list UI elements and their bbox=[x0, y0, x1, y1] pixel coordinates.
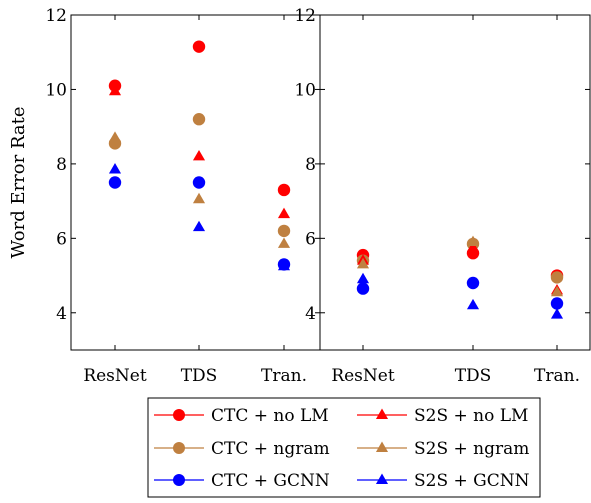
y-tick-label: 12 bbox=[45, 6, 67, 26]
legend-label: S2S + no LM bbox=[414, 406, 528, 426]
legend-entry-ctc-gcnn: CTC + GCNN bbox=[154, 471, 330, 491]
point-s2s-gcnn-tran bbox=[550, 308, 564, 319]
point-s2s-ngram-tds bbox=[192, 192, 206, 204]
panel-2: 4 6 8 10 12 ResNet TDS Tran. bbox=[294, 6, 591, 386]
panel-1: 4 6 8 10 12 ResNet TDS Tran. Word Error Rate bbox=[8, 6, 321, 386]
legend: CTC + no LM S2S + no LM CTC + ngram S2S + n… bbox=[147, 397, 541, 498]
legend-marker-circle bbox=[173, 409, 185, 421]
y-tick-label: 4 bbox=[56, 304, 67, 324]
x-tick-label-tds: TDS bbox=[455, 366, 492, 386]
legend-entry-s2s-gcnn: S2S + GCNN bbox=[357, 471, 530, 491]
legend-marker-circle bbox=[173, 442, 185, 454]
legend-marker-triangle bbox=[375, 408, 389, 419]
point-s2s-no-lm-tds bbox=[466, 241, 480, 252]
point-s2s-ngram-resnet bbox=[356, 257, 370, 269]
y-tick-label: 6 bbox=[56, 229, 67, 249]
point-ctc-gcnn-resnet bbox=[108, 176, 122, 189]
point-ctc-no-lm-tds bbox=[192, 40, 206, 53]
point-s2s-gcnn-tds bbox=[466, 298, 480, 310]
point-s2s-ngram-tran bbox=[550, 285, 564, 297]
x-tick-label-resnet: ResNet bbox=[83, 366, 147, 386]
legend-box bbox=[147, 397, 541, 498]
legend-entry-ctc-ngram: CTC + ngram bbox=[154, 439, 330, 459]
point-s2s-no-lm-tran bbox=[277, 207, 291, 219]
point-s2s-gcnn-tds bbox=[192, 220, 206, 232]
y-tick-label: 10 bbox=[294, 80, 316, 100]
x-tick-label-resnet: ResNet bbox=[331, 366, 395, 386]
y-tick-label: 8 bbox=[305, 155, 316, 175]
legend-label: CTC + GCNN bbox=[211, 471, 330, 491]
y-tick-label: 10 bbox=[45, 80, 67, 100]
legend-entry-ctc-no-lm: CTC + no LM bbox=[154, 406, 329, 426]
y-tick-label: 12 bbox=[294, 6, 316, 26]
point-ctc-gcnn-resnet bbox=[356, 282, 370, 295]
point-ctc-ngram-tds bbox=[192, 113, 206, 126]
point-ctc-no-lm-tran bbox=[277, 183, 291, 197]
legend-marker-circle bbox=[173, 474, 185, 486]
legend-entry-s2s-no-lm: S2S + no LM bbox=[357, 406, 528, 426]
point-ctc-gcnn-tran bbox=[550, 297, 564, 310]
legend-label: S2S + ngram bbox=[414, 439, 529, 459]
plot-frame bbox=[319, 14, 591, 351]
point-s2s-gcnn-resnet bbox=[356, 272, 370, 284]
point-s2s-ngram-tran bbox=[277, 237, 291, 248]
point-s2s-gcnn-tran bbox=[277, 259, 291, 271]
point-s2s-ngram-tds bbox=[466, 235, 480, 247]
point-s2s-gcnn-resnet bbox=[108, 162, 122, 174]
x-tick-label-tran: Tran. bbox=[534, 366, 580, 386]
y-axis-title: Word Error Rate bbox=[8, 106, 29, 258]
legend-marker-triangle bbox=[375, 473, 389, 484]
x-tick-label-tds: TDS bbox=[181, 366, 218, 386]
point-s2s-ngram-resnet bbox=[108, 131, 122, 142]
legend-entry-s2s-ngram: S2S + ngram bbox=[357, 439, 529, 459]
point-ctc-ngram-tran bbox=[550, 271, 564, 284]
x-tick-label-tran: Tran. bbox=[261, 366, 307, 386]
legend-label: CTC + no LM bbox=[211, 406, 329, 426]
y-tick-label: 8 bbox=[56, 155, 67, 175]
legend-label: CTC + ngram bbox=[211, 439, 330, 459]
point-ctc-ngram-tran bbox=[277, 224, 291, 238]
point-s2s-no-lm-tds bbox=[192, 149, 206, 161]
point-ctc-gcnn-tds bbox=[192, 176, 206, 189]
legend-label: S2S + GCNN bbox=[414, 471, 530, 491]
point-ctc-gcnn-tds bbox=[466, 276, 480, 290]
y-tick-label: 4 bbox=[305, 304, 316, 324]
legend-marker-triangle bbox=[375, 441, 389, 452]
y-tick-label: 6 bbox=[305, 229, 316, 249]
point-s2s-no-lm-resnet bbox=[108, 84, 122, 96]
